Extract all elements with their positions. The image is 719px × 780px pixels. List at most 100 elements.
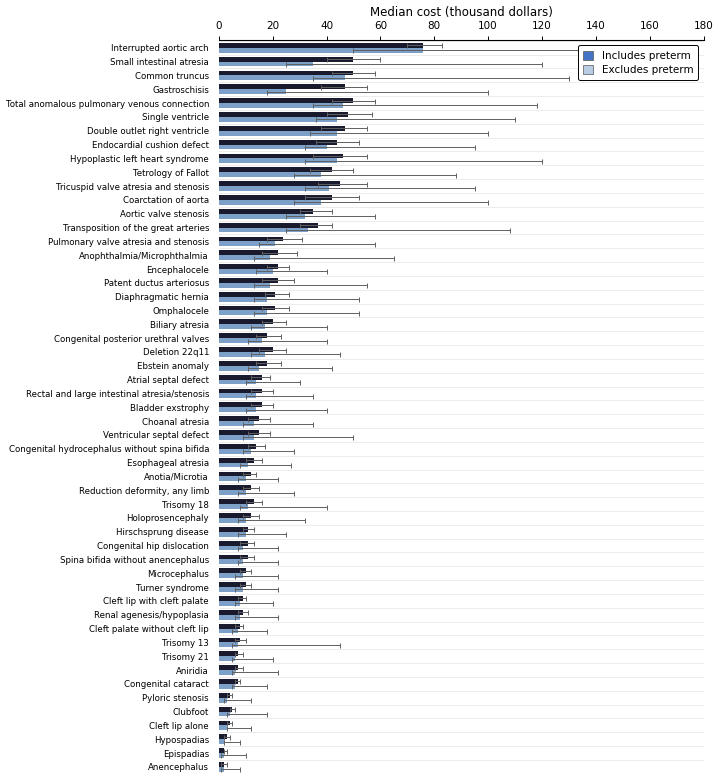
Bar bbox=[219, 629, 238, 633]
Bar bbox=[219, 693, 229, 697]
Bar bbox=[219, 324, 265, 329]
Bar bbox=[219, 375, 262, 380]
Bar bbox=[219, 569, 246, 573]
Bar bbox=[219, 103, 343, 108]
Bar bbox=[219, 697, 227, 703]
Bar bbox=[219, 656, 235, 661]
Bar bbox=[219, 725, 227, 730]
Bar bbox=[219, 158, 337, 163]
Bar bbox=[219, 264, 278, 269]
Bar bbox=[219, 98, 354, 103]
Bar bbox=[219, 559, 243, 564]
Bar bbox=[219, 545, 243, 551]
Legend: Includes preterm, Excludes preterm: Includes preterm, Excludes preterm bbox=[577, 45, 698, 80]
Bar bbox=[219, 292, 275, 296]
Bar bbox=[219, 739, 224, 744]
Bar bbox=[219, 477, 246, 481]
Bar bbox=[219, 402, 262, 407]
Bar bbox=[219, 504, 248, 509]
Bar bbox=[219, 112, 348, 117]
Bar bbox=[219, 209, 313, 214]
Bar bbox=[219, 241, 275, 246]
Bar bbox=[219, 195, 332, 200]
Bar bbox=[219, 601, 240, 606]
Bar bbox=[219, 458, 254, 463]
Bar bbox=[219, 513, 251, 518]
Bar bbox=[219, 748, 224, 753]
Bar bbox=[219, 84, 345, 89]
Bar bbox=[219, 734, 227, 739]
Bar bbox=[219, 417, 259, 421]
Bar bbox=[219, 76, 345, 80]
Bar bbox=[219, 707, 232, 711]
Bar bbox=[219, 421, 254, 426]
Bar bbox=[219, 62, 313, 66]
Bar bbox=[219, 472, 251, 477]
Bar bbox=[219, 637, 240, 643]
Bar bbox=[219, 306, 275, 310]
Bar bbox=[219, 532, 246, 537]
Bar bbox=[219, 320, 273, 324]
Bar bbox=[219, 172, 321, 177]
Bar bbox=[219, 70, 354, 76]
Bar bbox=[219, 57, 354, 62]
Bar bbox=[219, 126, 345, 131]
Bar bbox=[219, 310, 267, 315]
Bar bbox=[219, 587, 243, 592]
Bar bbox=[219, 186, 329, 191]
Bar bbox=[219, 228, 308, 232]
Bar bbox=[219, 596, 243, 601]
Bar bbox=[219, 296, 267, 302]
Bar bbox=[219, 448, 251, 454]
Bar bbox=[219, 48, 423, 52]
Bar bbox=[219, 684, 235, 689]
Bar bbox=[219, 753, 224, 758]
Bar bbox=[219, 168, 332, 172]
X-axis label: Median cost (thousand dollars): Median cost (thousand dollars) bbox=[370, 5, 553, 19]
Bar bbox=[219, 154, 343, 158]
Bar bbox=[219, 444, 257, 448]
Bar bbox=[219, 388, 262, 393]
Bar bbox=[219, 407, 257, 412]
Bar bbox=[219, 711, 229, 716]
Bar bbox=[219, 762, 224, 767]
Bar bbox=[219, 485, 251, 491]
Bar bbox=[219, 347, 273, 352]
Bar bbox=[219, 269, 273, 274]
Bar bbox=[219, 366, 259, 370]
Bar bbox=[219, 339, 262, 343]
Bar bbox=[219, 361, 267, 366]
Bar bbox=[219, 222, 319, 228]
Bar bbox=[219, 278, 278, 283]
Bar bbox=[219, 283, 270, 288]
Bar bbox=[219, 43, 423, 48]
Bar bbox=[219, 624, 240, 629]
Bar bbox=[219, 610, 243, 615]
Bar bbox=[219, 491, 246, 495]
Bar bbox=[219, 181, 340, 186]
Bar bbox=[219, 527, 248, 532]
Bar bbox=[219, 573, 243, 578]
Bar bbox=[219, 140, 337, 144]
Bar bbox=[219, 144, 326, 150]
Bar bbox=[219, 555, 248, 559]
Bar bbox=[219, 499, 254, 504]
Bar bbox=[219, 214, 305, 218]
Bar bbox=[219, 643, 238, 647]
Bar bbox=[219, 89, 286, 94]
Bar bbox=[219, 615, 240, 619]
Bar bbox=[219, 435, 254, 440]
Bar bbox=[219, 352, 265, 356]
Bar bbox=[219, 679, 238, 684]
Bar bbox=[219, 518, 246, 523]
Bar bbox=[219, 236, 283, 241]
Bar bbox=[219, 380, 257, 385]
Bar bbox=[219, 255, 270, 260]
Bar bbox=[219, 670, 235, 675]
Bar bbox=[219, 463, 248, 467]
Bar bbox=[219, 117, 337, 122]
Bar bbox=[219, 333, 267, 339]
Bar bbox=[219, 430, 259, 435]
Bar bbox=[219, 541, 248, 545]
Bar bbox=[219, 250, 278, 255]
